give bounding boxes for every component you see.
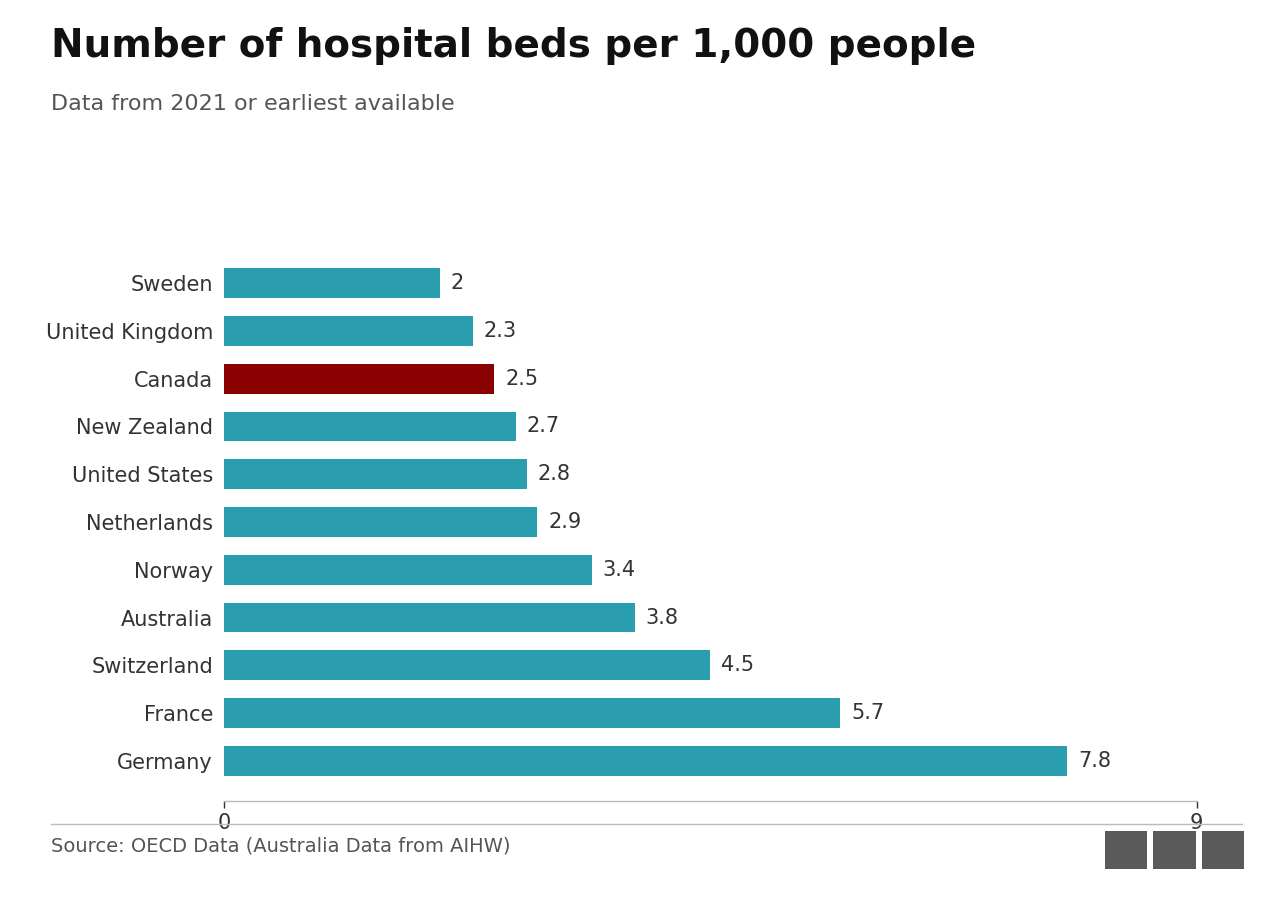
Bar xyxy=(224,746,1068,776)
Bar xyxy=(224,316,472,346)
Text: 4.5: 4.5 xyxy=(721,655,754,675)
Text: 2: 2 xyxy=(451,274,465,293)
Text: 2.3: 2.3 xyxy=(484,321,517,341)
Bar xyxy=(224,411,516,441)
Text: C: C xyxy=(1216,840,1230,860)
Text: 2.5: 2.5 xyxy=(506,369,538,389)
Bar xyxy=(224,555,591,585)
Text: B: B xyxy=(1167,840,1181,860)
Text: B: B xyxy=(1119,840,1133,860)
Text: 2.7: 2.7 xyxy=(526,417,559,436)
Text: Data from 2021 or earliest available: Data from 2021 or earliest available xyxy=(51,94,454,114)
Bar xyxy=(224,698,840,728)
Text: 5.7: 5.7 xyxy=(851,703,884,723)
Bar xyxy=(224,603,635,633)
Bar xyxy=(224,459,526,489)
Text: 3.4: 3.4 xyxy=(603,560,635,580)
Bar xyxy=(224,651,710,680)
Text: 3.8: 3.8 xyxy=(645,608,678,627)
Text: 2.9: 2.9 xyxy=(548,512,581,532)
Text: 7.8: 7.8 xyxy=(1078,751,1111,770)
Bar xyxy=(224,364,494,393)
Text: Source: OECD Data (Australia Data from AIHW): Source: OECD Data (Australia Data from A… xyxy=(51,836,511,856)
Text: 2.8: 2.8 xyxy=(538,464,571,484)
Bar xyxy=(224,268,440,298)
Text: Number of hospital beds per 1,000 people: Number of hospital beds per 1,000 people xyxy=(51,27,977,65)
Bar xyxy=(224,508,538,536)
